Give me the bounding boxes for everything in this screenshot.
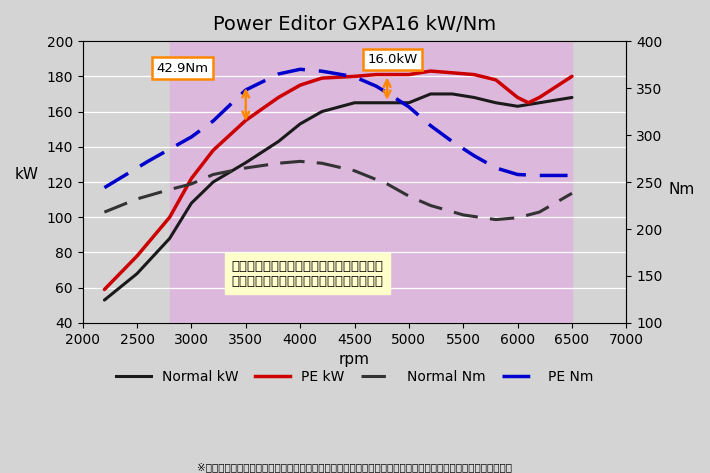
Text: ※当社車両を当社シャシダイナモにて計測した数値の為、気象条件や車両個体差、計測機器などで異なります。: ※当社車両を当社シャシダイナモにて計測した数値の為、気象条件や車両個体差、計測機… <box>197 463 513 473</box>
Legend: Normal kW, PE kW, Normal Nm, PE Nm: Normal kW, PE kW, Normal Nm, PE Nm <box>110 364 599 389</box>
Y-axis label: Nm: Nm <box>669 182 695 197</box>
Text: 42.9Nm: 42.9Nm <box>157 61 209 75</box>
Title: Power Editor GXPA16 kW/Nm: Power Editor GXPA16 kW/Nm <box>213 15 496 34</box>
Text: 全体的にパワーとトルクの向上が得られ、
余裕のある走りを体感していただけます。: 全体的にパワーとトルクの向上が得られ、 余裕のある走りを体感していただけます。 <box>231 260 383 288</box>
Text: 16.0kW: 16.0kW <box>368 53 417 66</box>
Y-axis label: kW: kW <box>15 167 39 182</box>
Bar <box>170 41 572 323</box>
X-axis label: rpm: rpm <box>339 352 370 367</box>
